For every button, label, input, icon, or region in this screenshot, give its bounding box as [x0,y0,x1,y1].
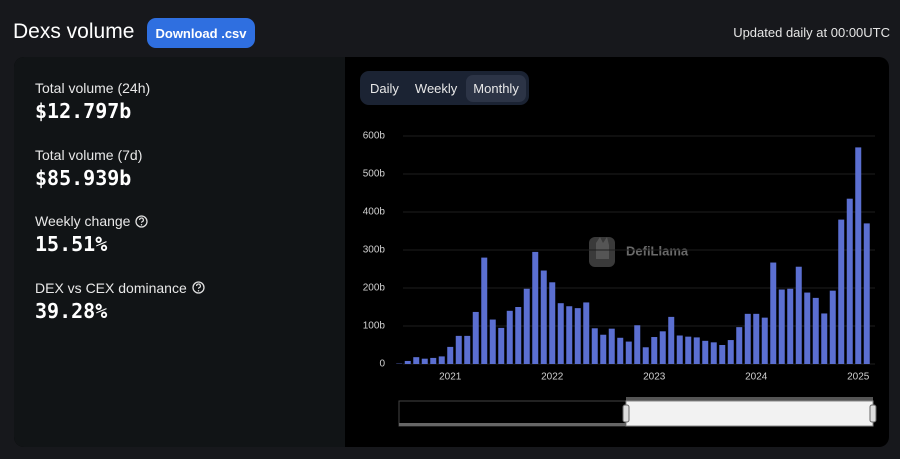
bar [591,328,598,364]
bar [719,345,726,364]
y-tick-label: 400b [363,207,386,218]
stat-label-text: Total volume (24h) [35,80,151,96]
x-tick-label: 2022 [541,372,564,383]
info-icon[interactable] [192,281,205,294]
chart: DefiLlama 0 100b 200b 300b 400b 500b 600b 2021 2… [363,131,877,427]
bar [676,335,683,364]
bar [838,219,845,364]
page-title: Dexs volume [13,20,135,43]
bar [583,302,590,364]
x-tick-label: 2021 [439,372,462,383]
bar [608,328,615,364]
download-button[interactable]: Download .csv [147,18,255,48]
bar [523,288,530,364]
bar [744,313,751,364]
bar [404,360,411,364]
x-tick-label: 2023 [643,372,666,383]
bar [736,327,743,364]
stat-value: $12.797b [35,99,132,123]
range-slider[interactable] [398,397,877,427]
watermark: DefiLlama [626,243,689,258]
bar [489,319,496,364]
toggle-button[interactable]: Monthly [466,74,526,102]
bar [855,147,862,364]
stat-label: DEX vs CEX dominance [35,280,205,296]
bar [574,308,581,364]
bar [770,262,777,364]
bar [863,223,870,364]
bar [685,336,692,364]
bar [778,289,785,364]
y-tick-label: 600b [363,131,386,142]
bar [455,335,462,364]
bar [753,313,760,364]
bar [498,327,505,364]
bar [549,282,556,364]
bar [421,358,428,364]
bar [787,288,794,364]
y-tick-label: 500b [363,169,386,180]
stat-label: Total volume (24h) [35,80,150,96]
bar [515,307,522,364]
bar [795,266,802,364]
bar [634,325,641,364]
update-note: Updated daily at 00:00UTC [733,25,890,40]
toggle-button[interactable]: Daily [370,80,399,96]
bar [438,356,445,364]
bar [413,357,420,364]
bar [659,331,666,364]
bar [761,317,768,364]
toggle-button[interactable]: Weekly [414,80,458,96]
y-tick-label: 0 [379,359,385,370]
bar [557,303,564,364]
bar [693,337,700,364]
stat-label-text: Weekly change [35,213,131,229]
period-toggle: Daily Weekly Monthly [360,71,529,105]
stat-value: $85.939b [35,165,132,190]
stat-label-text: DEX vs CEX dominance [35,279,187,296]
stat-label: Weekly change [35,213,149,229]
bar [642,347,649,364]
watermark-icon [589,237,615,267]
x-tick-label: 2025 [847,372,870,383]
stats-panel: Total volume (24h) $12.797b Total volume (… [14,57,345,447]
y-tick-label: 300b [363,245,386,256]
bar [727,340,734,364]
bar [540,270,547,364]
bar [447,346,454,364]
bar [812,297,819,364]
bar [846,198,853,364]
bar [464,335,471,364]
bar [804,292,811,364]
bar [506,310,513,364]
bar [710,342,717,364]
bar [600,334,607,364]
bar [472,311,479,364]
bar [702,340,709,364]
bar [829,290,836,364]
bar [617,337,624,364]
y-tick-label: 100b [363,321,386,332]
x-tick-label: 2024 [745,372,768,383]
bar [532,251,539,364]
stat-label-text: Total volume (7d) [35,146,143,163]
bar [566,306,573,364]
bar [668,316,675,364]
y-tick-label: 200b [363,283,386,294]
info-icon[interactable] [135,214,149,228]
stat-label: Total volume (7d) [35,147,142,163]
bar [625,341,632,364]
stat-value: 15.51% [35,232,108,256]
bar [481,257,488,364]
bar [651,337,658,364]
stat-value: 39.28% [35,298,108,323]
panel: Total volume (24h) $12.797b Total volume (… [14,57,889,447]
bar [430,357,437,364]
bar [821,313,828,364]
